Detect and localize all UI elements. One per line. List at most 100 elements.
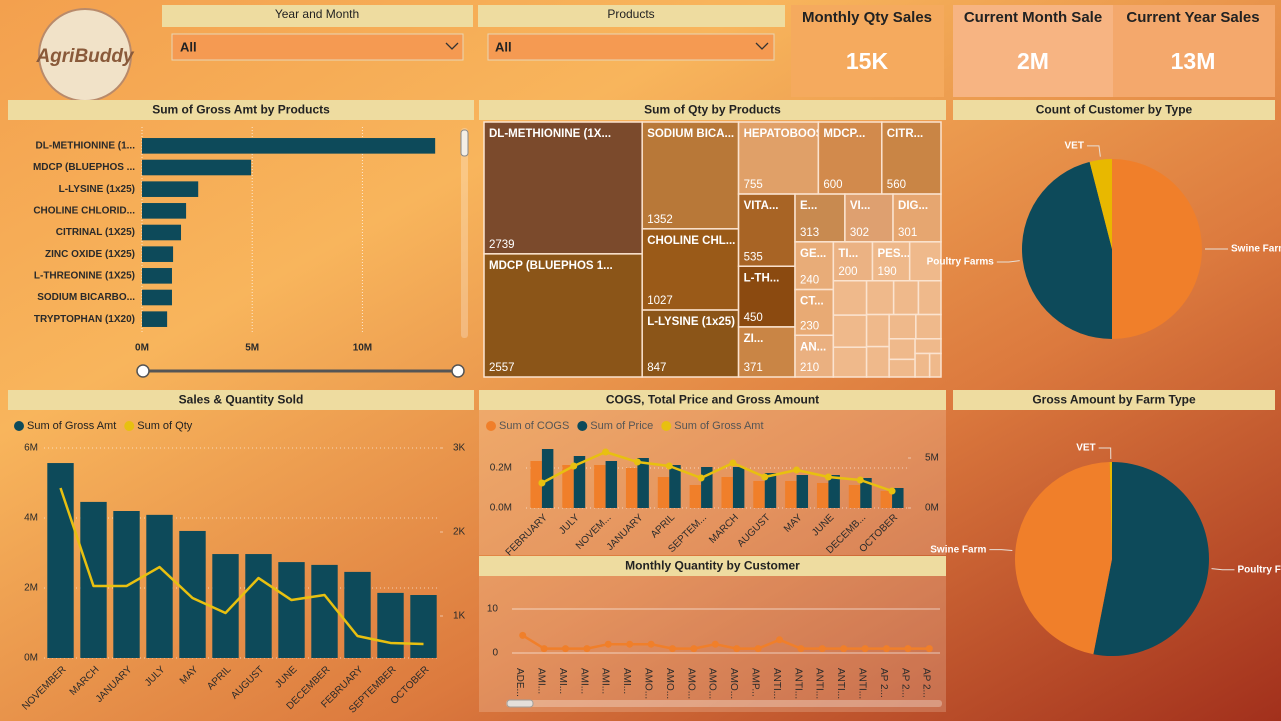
marker xyxy=(904,645,912,653)
legend-swatch xyxy=(14,421,24,431)
tile-value: 535 xyxy=(744,251,763,263)
tile-label: SODIUM BICA... xyxy=(647,128,734,140)
legend-swatch xyxy=(661,421,672,431)
marker xyxy=(626,640,634,648)
legend-label: Sum of Gross Amt xyxy=(674,420,763,432)
slicer-dropdown[interactable] xyxy=(487,33,775,61)
title-strip xyxy=(479,556,946,576)
marker xyxy=(840,645,848,653)
tile-label: DL-METHIONINE (1X... xyxy=(489,128,611,140)
x-tick-label: AMP... xyxy=(749,668,760,697)
y-tick-label: 0.0M xyxy=(490,503,512,514)
slider-handle[interactable] xyxy=(451,364,465,378)
line xyxy=(541,450,893,493)
chart-title: Gross Amount by Farm Type xyxy=(1032,393,1196,407)
title-strip xyxy=(8,390,474,410)
tile-value: 1027 xyxy=(647,295,673,307)
tile xyxy=(817,121,883,195)
scrollbar[interactable] xyxy=(461,128,468,338)
tile xyxy=(865,313,890,348)
legend-label: Sum of COGS xyxy=(499,420,569,432)
bar xyxy=(562,465,574,508)
tile-label: DIG... xyxy=(898,200,928,212)
chart-title: Monthly Quantity by Customer xyxy=(625,559,800,573)
bar xyxy=(142,289,172,306)
scroll-thumb[interactable] xyxy=(506,699,534,708)
legend-swatch xyxy=(577,421,588,431)
tile xyxy=(832,346,868,378)
tile-value: 600 xyxy=(823,179,842,191)
chevron xyxy=(755,42,769,50)
x-tick-label: AMI... xyxy=(600,668,611,694)
bar xyxy=(860,478,872,508)
slider-handle[interactable] xyxy=(136,364,150,378)
x-tick-label: AP 2... xyxy=(878,668,889,698)
kpi-card xyxy=(953,5,1113,97)
bar xyxy=(764,473,777,508)
title-strip xyxy=(479,390,946,410)
bar xyxy=(605,461,618,508)
pie-slice xyxy=(1093,462,1209,657)
bar xyxy=(732,467,745,508)
bar xyxy=(278,562,305,658)
tile-value: 1352 xyxy=(647,214,673,226)
pie-slice xyxy=(1014,462,1112,655)
y-tick-label: SODIUM BICARBO... xyxy=(37,292,135,303)
tile xyxy=(737,193,796,267)
slicer-title: Products xyxy=(607,7,654,21)
bar xyxy=(657,477,670,508)
kpi-title: Current Year Sales xyxy=(1126,9,1259,26)
tile-value: 847 xyxy=(647,362,666,374)
marker xyxy=(665,462,673,470)
marker xyxy=(690,645,698,653)
slicer-title: Year and Month xyxy=(275,7,359,21)
tile-value: 560 xyxy=(887,179,906,191)
chart-title: Sum of Gross Amt by Products xyxy=(152,103,330,117)
marker xyxy=(711,640,719,648)
kpi-title: Current Month Sale xyxy=(964,9,1102,26)
y-tick-label: 0 xyxy=(492,648,498,659)
legend-label: Sum of Qty xyxy=(137,420,193,432)
marker xyxy=(754,645,762,653)
bar xyxy=(689,485,702,508)
bar xyxy=(142,181,199,197)
leader-line xyxy=(1211,568,1235,571)
y-tick-label: CITRINAL (1X25) xyxy=(56,227,135,238)
marker xyxy=(824,473,832,481)
scrollbar[interactable] xyxy=(506,700,942,707)
bar xyxy=(669,465,681,508)
y2-tick-label: 0M xyxy=(925,503,939,514)
tile xyxy=(737,326,796,378)
scroll-thumb[interactable] xyxy=(460,129,469,157)
panel xyxy=(479,556,946,712)
pie-slice xyxy=(1089,159,1112,249)
tile xyxy=(483,121,643,255)
kpi-value: 13M xyxy=(1171,48,1216,74)
y-tick-label: 6M xyxy=(24,443,38,454)
tile-label: CHOLINE CHL... xyxy=(647,235,735,247)
y-tick-label: L-THREONINE (1X25) xyxy=(34,270,135,281)
bar xyxy=(594,465,606,508)
tile xyxy=(865,280,895,316)
tile-value: 230 xyxy=(800,320,819,332)
bar xyxy=(753,481,765,508)
tile-label: ZI... xyxy=(744,333,764,345)
tile xyxy=(917,280,942,316)
marker xyxy=(647,640,655,648)
leader-line xyxy=(1086,145,1101,157)
bar xyxy=(892,488,904,508)
leader-line xyxy=(989,549,1013,552)
tile xyxy=(914,338,942,355)
tile xyxy=(641,309,740,378)
title-strip xyxy=(953,100,1275,120)
x-tick-label: AMI... xyxy=(621,668,632,694)
y2-tick-label: 1K xyxy=(453,611,466,622)
tile-label: TI... xyxy=(838,248,858,260)
leader-line xyxy=(996,260,1020,263)
x-tick-label: ANTI... xyxy=(856,668,867,699)
tile-label: VITA... xyxy=(744,200,779,212)
slicer-dropdown[interactable] xyxy=(171,33,464,61)
tile-value: 371 xyxy=(744,362,763,374)
marker xyxy=(540,645,548,653)
x-tick-label: 5M xyxy=(245,343,259,354)
